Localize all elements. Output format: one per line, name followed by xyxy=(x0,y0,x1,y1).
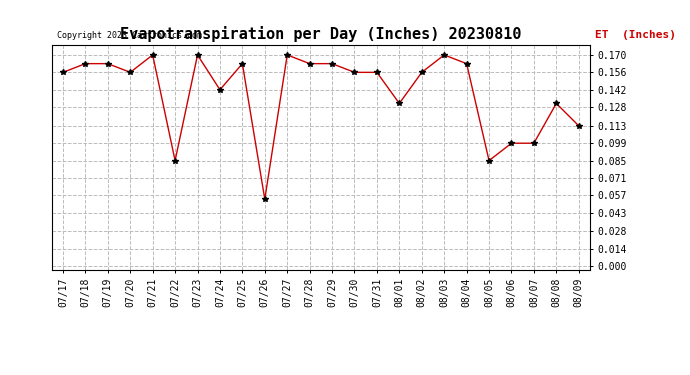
Title: Evapotranspiration per Day (Inches) 20230810: Evapotranspiration per Day (Inches) 2023… xyxy=(120,27,522,42)
Text: Copyright 2023 Cartronics.com: Copyright 2023 Cartronics.com xyxy=(57,32,202,40)
Text: ET  (Inches): ET (Inches) xyxy=(595,30,676,40)
